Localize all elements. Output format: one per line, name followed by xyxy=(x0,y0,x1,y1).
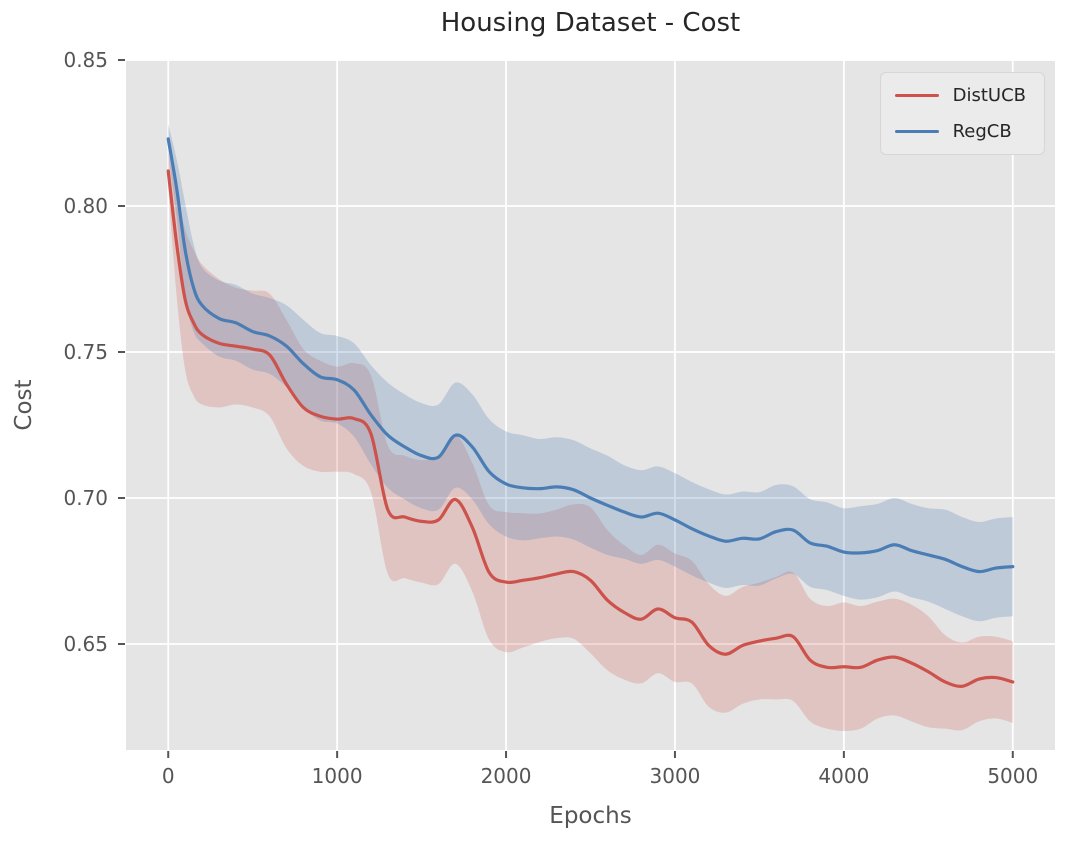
legend-label-distucb: DistUCB xyxy=(952,85,1026,106)
y-tick-label: 0.75 xyxy=(63,340,108,364)
distucb-band xyxy=(168,153,1013,732)
y-tick-label: 0.65 xyxy=(63,632,108,656)
series-lines xyxy=(166,137,1015,688)
regcb-band xyxy=(168,124,1013,622)
distucb-line-swatch xyxy=(894,94,939,97)
x-tick-label: 4000 xyxy=(818,764,870,788)
x-axis-label: Epochs xyxy=(549,803,632,829)
x-tick-label: 3000 xyxy=(649,764,701,788)
grid xyxy=(126,59,1055,750)
legend: DistUCB RegCB xyxy=(879,72,1045,155)
distucb-line xyxy=(166,169,1015,688)
regcb-line xyxy=(166,137,1015,574)
legend-label-regcb: RegCB xyxy=(952,121,1012,142)
plot-area xyxy=(126,60,1055,750)
x-tick-label: 1000 xyxy=(311,764,363,788)
y-axis-label: Cost xyxy=(11,379,37,431)
confidence-bands xyxy=(168,124,1013,732)
legend-item-distucb: DistUCB xyxy=(894,85,1026,106)
y-tick-label: 0.85 xyxy=(63,48,108,72)
y-tick-label: 0.80 xyxy=(63,194,108,218)
x-tick-label: 0 xyxy=(161,764,175,788)
x-tick-label: 2000 xyxy=(480,764,532,788)
regcb-line-swatch xyxy=(894,130,939,133)
legend-item-regcb: RegCB xyxy=(894,121,1026,142)
x-tick-label: 5000 xyxy=(987,764,1039,788)
y-tick-label: 0.70 xyxy=(63,486,108,510)
chart-title: Housing Dataset - Cost xyxy=(440,8,741,38)
tick-marks xyxy=(118,59,1014,758)
